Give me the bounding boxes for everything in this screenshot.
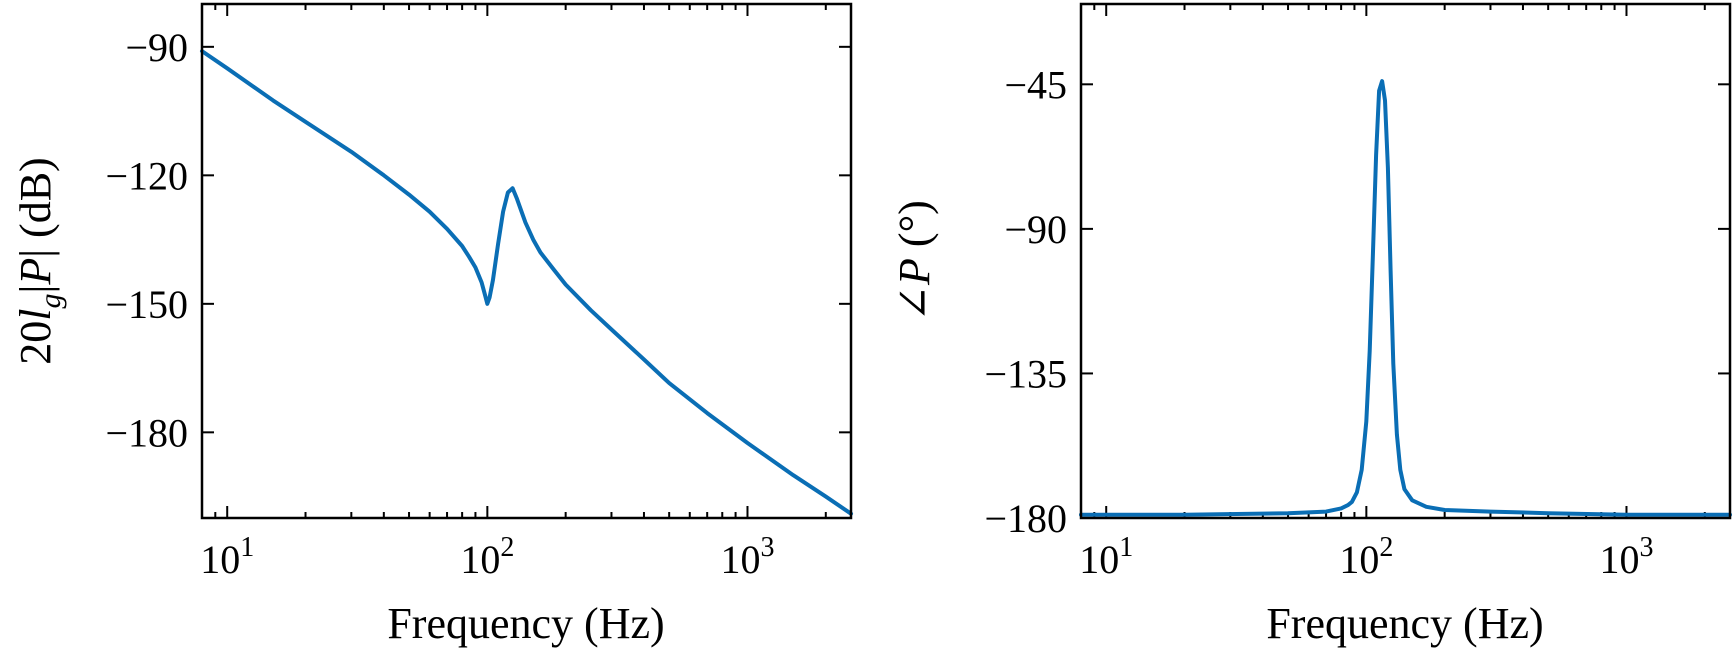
magnitude-y-tick-label: −180 xyxy=(105,410,188,455)
magnitude-x-tick-label: 103 xyxy=(720,532,774,582)
phase-x-tick-label: 103 xyxy=(1599,532,1653,582)
magnitude-plot-frame xyxy=(200,2,853,520)
phase-series-line xyxy=(1079,79,1732,517)
magnitude-ticks: 101 102 103 −90 −120 −150 −180 xyxy=(105,4,851,582)
phase-y-tick-label: −45 xyxy=(1004,62,1067,107)
phase-x-tick-label: 102 xyxy=(1339,532,1393,582)
magnitude-y-tick-label: −150 xyxy=(105,282,188,327)
phase-y-tick-label: −180 xyxy=(984,496,1067,541)
magnitude-x-tick-label: 101 xyxy=(200,532,254,582)
phase-x-tick-label: 101 xyxy=(1079,532,1133,582)
phase-ticks: 101 102 103 −45 −90 −135 −180 xyxy=(984,4,1730,582)
phase-x-axis-label: Frequency (Hz) xyxy=(1266,599,1543,648)
magnitude-y-axis-label: 20lg|P| (dB) xyxy=(11,157,67,364)
magnitude-series-line xyxy=(200,49,853,516)
magnitude-panel: 101 102 103−90−120−150−180 Frequency (Hz) … xyxy=(11,2,853,648)
magnitude-x-axis-label: Frequency (Hz) xyxy=(387,599,664,648)
phase-y-tick-label: −90 xyxy=(1004,207,1067,252)
phase-plot-frame xyxy=(1079,2,1732,520)
phase-y-axis-label: ∠P (°) xyxy=(890,200,939,322)
magnitude-y-tick-label: −90 xyxy=(125,25,188,70)
magnitude-x-tick-label: 102 xyxy=(460,532,514,582)
phase-panel: 101 102 103 −45 −90 −135 −180 Frequency (Hz) ∠… xyxy=(890,2,1732,648)
magnitude-y-tick-label: −120 xyxy=(105,153,188,198)
phase-y-tick-label: −135 xyxy=(984,351,1067,396)
